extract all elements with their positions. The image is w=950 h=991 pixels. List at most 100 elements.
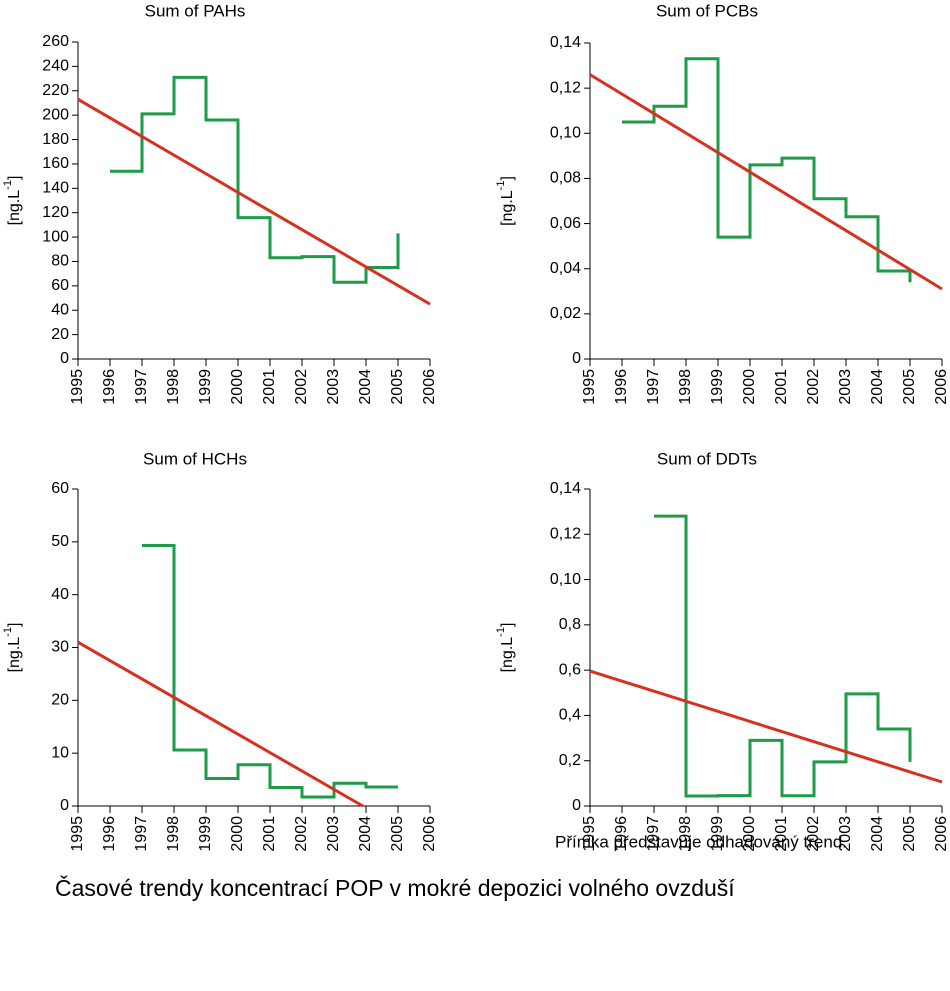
x-tick-label: 2002: [805, 816, 822, 852]
y-tick-label: 0,14: [550, 34, 581, 51]
panel: Sum of PAHs [ng.L-1] 0 20 40 60 80 100 120 140 160…: [2, 1, 438, 404]
y-tick-label: 240: [42, 58, 69, 75]
y-tick-label: 60: [51, 277, 69, 294]
x-tick-label: 2006: [933, 369, 950, 405]
x-tick-label: 1997: [133, 816, 150, 852]
y-label-sup: -1: [2, 180, 14, 190]
trend-line: [77, 640, 364, 808]
y-label-end: ]: [6, 176, 23, 180]
y-tick-label: 0: [572, 797, 581, 814]
y-tick-label: 140: [42, 180, 69, 197]
x-tick-label: 2002: [293, 369, 310, 405]
y-label-sup: -1: [495, 181, 507, 191]
y-tick-label: 10: [51, 744, 69, 761]
y-tick-label: 120: [42, 204, 69, 221]
x-tick-label: 2006: [421, 816, 438, 852]
trend-line: [589, 669, 943, 784]
x-tick-label: 1995: [69, 816, 86, 852]
y-label-sup: -1: [2, 627, 14, 637]
panel: Sum of HCHs [ng.L-1] 0 10 20 30 40 50 60 1995 1996…: [2, 449, 438, 851]
x-tick-label: 1999: [197, 816, 214, 852]
x-tick-label: 2001: [773, 816, 790, 852]
note: Přímka představuje odhadovaný trend.: [555, 832, 847, 851]
y-tick-label: 0,06: [550, 215, 581, 232]
y-tick-label: 0,08: [550, 170, 581, 187]
x-tick-label: 1998: [677, 816, 694, 852]
x-tick-label: 2000: [229, 369, 246, 405]
y-tick-label: 0,02: [550, 305, 581, 322]
x-tick-label: 1995: [69, 369, 86, 405]
x-tick-label: 2000: [741, 816, 758, 852]
y-tick-label: 80: [51, 253, 69, 270]
x-tick-label: 1998: [677, 369, 694, 405]
x-tick-label: 1995: [581, 816, 598, 852]
y-label-sup: -1: [495, 627, 507, 637]
y-label-text: [ng.L: [6, 637, 23, 673]
x-tick-label: 2004: [869, 816, 886, 852]
y-axis-label: [ng.L-1]: [2, 623, 23, 673]
y-label-text: [ng.L: [499, 637, 516, 673]
y-tick-label: 0,12: [550, 526, 581, 543]
x-tick-label: 2005: [389, 369, 406, 405]
y-label-end: ]: [499, 623, 516, 627]
x-tick-label: 2003: [837, 369, 854, 405]
x-tick-label: 1999: [709, 816, 726, 852]
y-tick-label: 20: [51, 326, 69, 343]
y-tick-label: 0: [60, 350, 69, 367]
x-tick-label: 2002: [805, 369, 822, 405]
x-tick-label: 1997: [645, 369, 662, 405]
x-tick-label: 2006: [933, 816, 950, 852]
y-tick-label: 50: [51, 533, 69, 550]
y-tick-label: 40: [51, 586, 69, 603]
panel: Sum of PCBs [ng.L-1] 0 0,02 0,04 0,06 0,08 0,10…: [495, 1, 950, 404]
y-axis-label: [ng.L-1]: [2, 176, 23, 226]
y-tick-label: 0,8: [559, 616, 581, 633]
x-tick-label: 1999: [197, 369, 214, 405]
x-tick-label: 1997: [645, 816, 662, 852]
x-tick-label: 1996: [613, 369, 630, 405]
x-tick-label: 2005: [901, 816, 918, 852]
x-tick-label: 1996: [613, 816, 630, 852]
y-tick-label: 0,04: [550, 260, 581, 277]
x-tick-label: 1996: [101, 369, 118, 405]
y-tick-label: 0,10: [550, 571, 581, 588]
y-tick-label: 100: [42, 228, 69, 245]
y-tick-label: 0: [572, 350, 581, 367]
trend-line: [77, 98, 431, 306]
y-tick-label: 260: [42, 33, 69, 50]
y-tick-label: 0: [60, 797, 69, 814]
caption: Časové trendy koncentrací POP v mokré de…: [55, 874, 735, 901]
x-tick-label: 2003: [837, 816, 854, 852]
x-tick-label: 2004: [357, 369, 374, 405]
y-tick-label: 0,12: [550, 79, 581, 96]
data-line: [654, 514, 912, 798]
x-tick-label: 1997: [133, 369, 150, 405]
x-tick-label: 2000: [229, 816, 246, 852]
x-tick-label: 1999: [709, 369, 726, 405]
y-tick-label: 200: [42, 106, 69, 123]
data-line: [622, 57, 912, 283]
y-label-text: [ng.L: [6, 190, 23, 226]
x-tick-label: 2002: [293, 816, 310, 852]
panel: Sum of DDTs [ng.L-1] 0 0,2 0,4 0,6 0,8 0,10 0,12…: [495, 449, 950, 851]
y-tick-label: 30: [51, 639, 69, 656]
y-label-text: [ng.L: [499, 190, 516, 226]
x-tick-label: 2004: [357, 816, 374, 852]
x-tick-label: 2003: [325, 369, 342, 405]
y-tick-label: 0,6: [559, 661, 581, 678]
y-tick-label: 180: [42, 131, 69, 148]
chart-title: Sum of HCHs: [143, 449, 247, 468]
chart-title: Sum of PAHs: [145, 1, 246, 20]
y-axis-label: [ng.L-1]: [495, 176, 516, 226]
x-tick-label: 2000: [741, 369, 758, 405]
chart-title: Sum of PCBs: [656, 1, 758, 20]
x-tick-label: 2003: [325, 816, 342, 852]
x-tick-label: 1998: [165, 369, 182, 405]
y-label-end: ]: [6, 623, 23, 627]
y-tick-label: 0,4: [559, 707, 581, 724]
x-tick-label: 1998: [165, 816, 182, 852]
y-axis-label: [ng.L-1]: [495, 623, 516, 673]
y-tick-label: 40: [51, 301, 69, 318]
y-tick-label: 220: [42, 82, 69, 99]
